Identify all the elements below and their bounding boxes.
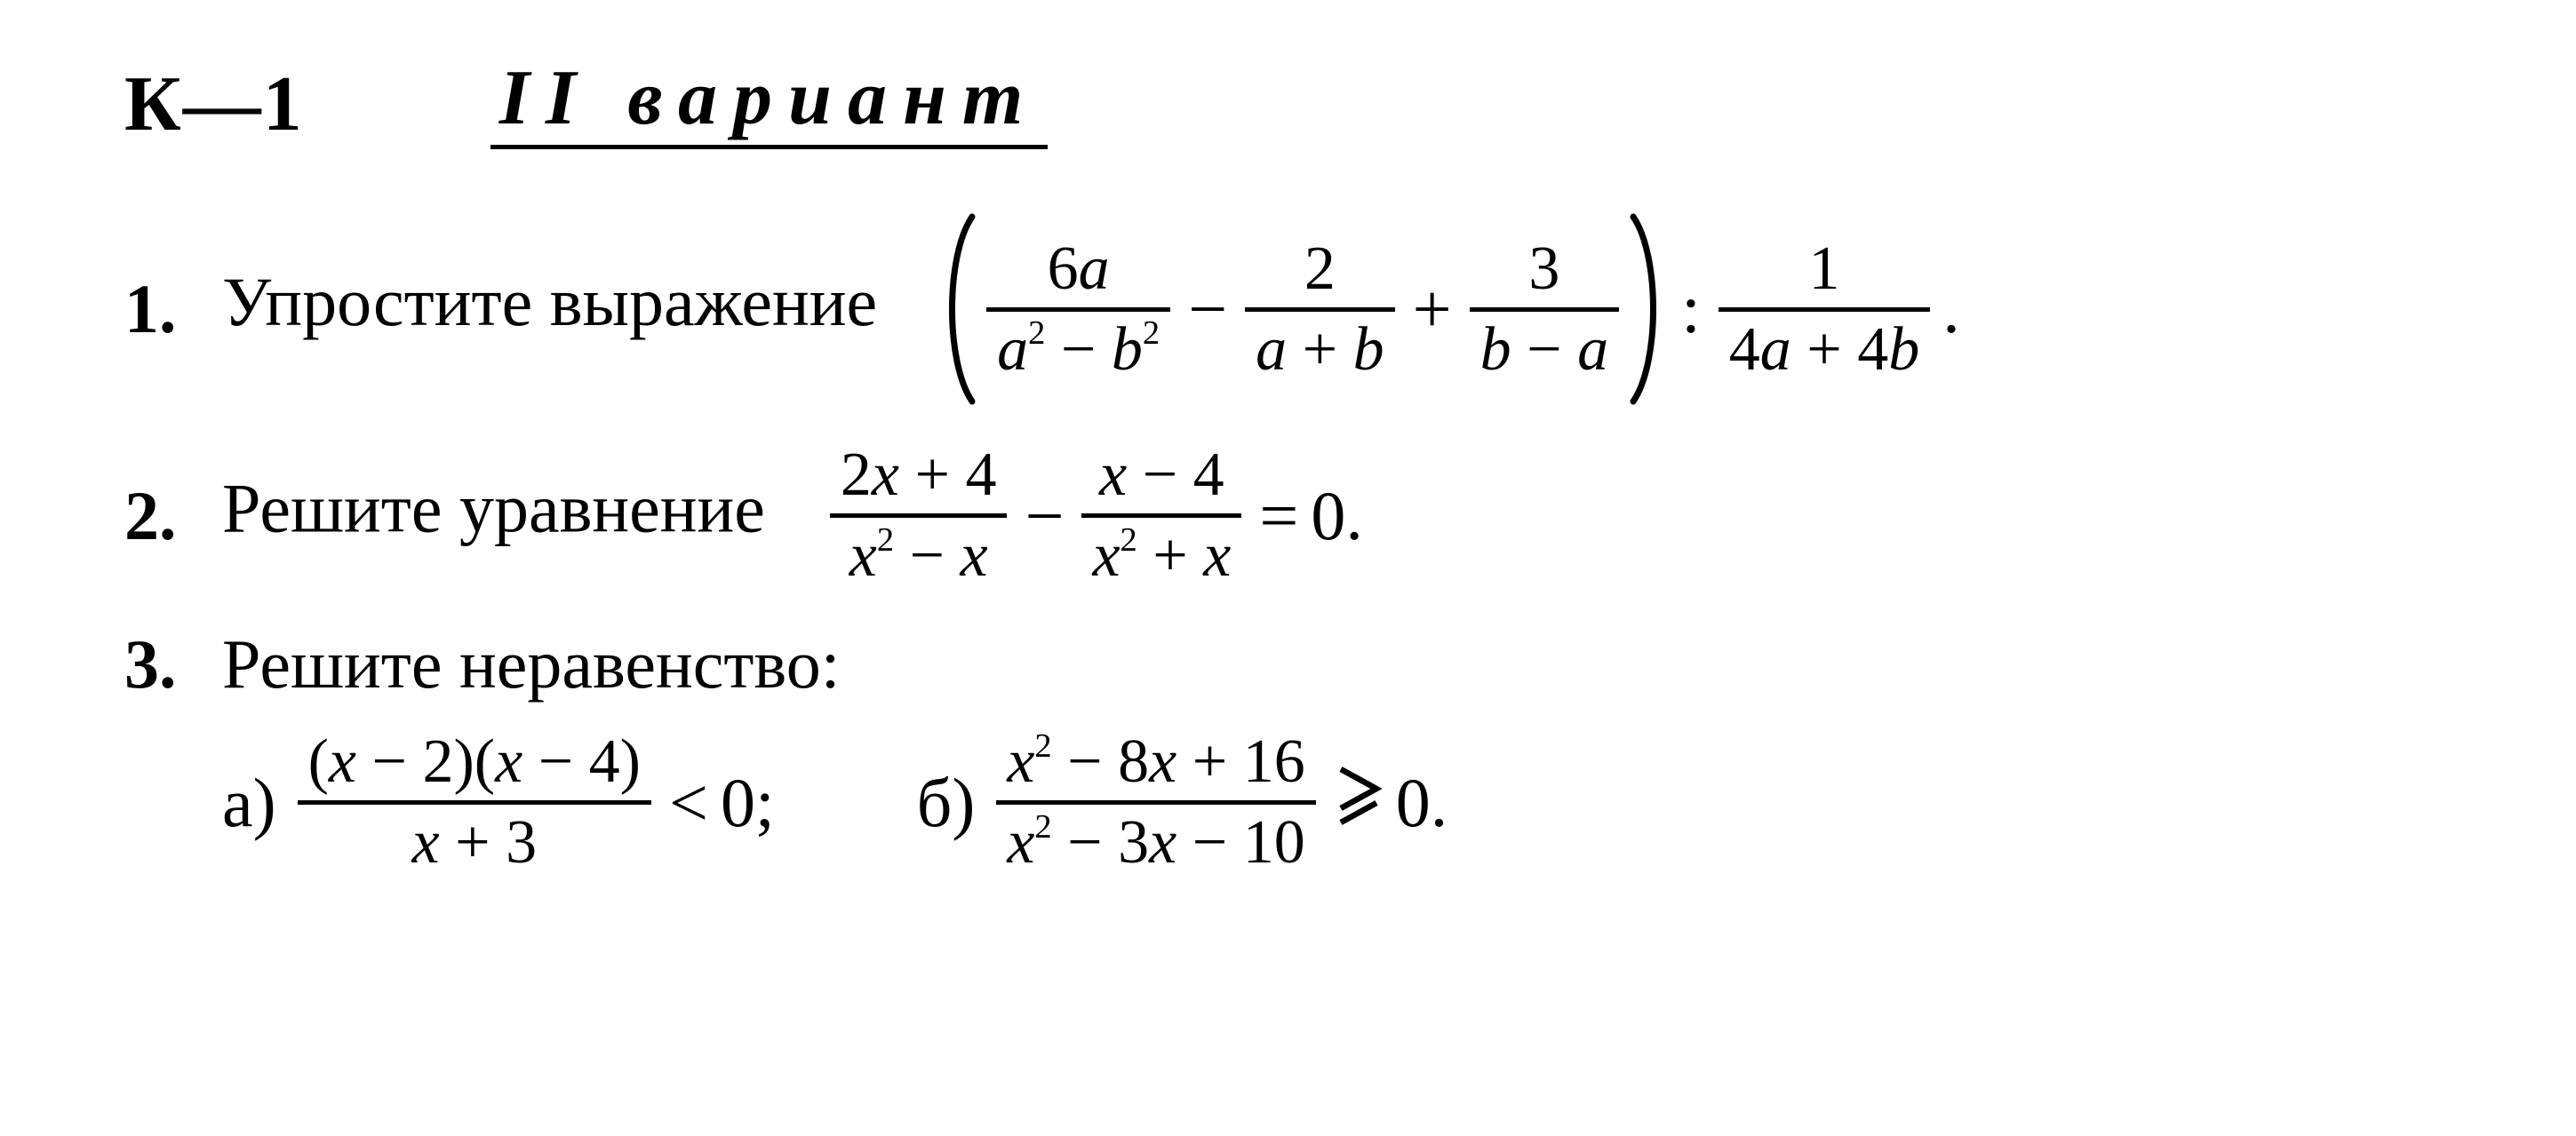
problem-1-text: Упростите выражение 6a a2 − b2 − 2 [222,211,1967,407]
right-paren-icon [1624,211,1669,407]
left-paren-icon [937,211,981,407]
divide-op: : [1669,274,1713,344]
problem-2-expression: 2x + 4 x2 − x − x − 4 x2 + x = 0. [825,439,1363,592]
problem-1-prompt: Упростите выражение [222,263,877,340]
fraction: 2 a + b [1240,233,1400,386]
subpart-b-label: б) [917,763,976,843]
plus-op: + [1400,274,1464,344]
fraction: 3 b − a [1464,233,1624,386]
less-than-op: < [657,768,721,838]
problem-3-prompt: Решите неравенство: [222,624,840,704]
fraction: x2 − 8x + 16 x2 − 3x − 10 [991,726,1320,879]
rhs: 0. [1396,768,1448,838]
variant-underline [490,145,1048,149]
problem-2: 2. Решите уравнение 2x + 4 x2 − x − x − … [124,439,2452,592]
problem-3: 3. Решите неравенство: [124,624,2452,704]
subpart-a-expression: (x − 2)(x − 4) x + 3 < 0; [292,726,775,879]
variant-wrap: II вариант [490,53,1048,149]
problem-1: 1. Упростите выражение 6a a2 − b2 − 2 [124,211,2452,407]
rhs-zero: 0. [1311,481,1363,551]
problem-2-prompt: Решите уравнение [222,469,765,546]
problem-number: 3. [124,624,222,704]
variant-label: II вариант [490,53,1048,148]
problem-2-text: Решите уравнение 2x + 4 x2 − x − x − 4 x… [222,439,1363,592]
fraction: x − 4 x2 + x [1076,439,1247,592]
minus-op: − [1012,481,1076,551]
geqslant-icon [1332,762,1385,843]
problem-1-expression: 6a a2 − b2 − 2 a + b + 3 b − a [937,211,1967,407]
equals-op: = [1247,481,1311,551]
problem-number: 2. [124,476,222,556]
rhs: 0; [721,768,775,838]
problem-number: 1. [124,269,222,349]
worksheet-code: К—1 [124,60,304,149]
fraction: 1 4a + 4b [1713,233,1935,386]
header-row: К—1 II вариант [124,53,2452,149]
problem-3-subparts: а) (x − 2)(x − 4) x + 3 < 0; б) x2 − 8x … [222,726,2452,879]
subpart-b-expression: x2 − 8x + 16 x2 − 3x − 10 0. [991,726,1448,879]
minus-op: − [1176,274,1240,344]
subpart-a-label: а) [222,763,276,843]
fraction: 2x + 4 x2 − x [825,439,1013,592]
worksheet-page: К—1 II вариант 1. Упростите выражение 6a [0,0,2576,1136]
fraction: 6a a2 − b2 [981,233,1176,386]
fraction: (x − 2)(x − 4) x + 3 [292,726,657,879]
period: . [1935,274,1967,344]
